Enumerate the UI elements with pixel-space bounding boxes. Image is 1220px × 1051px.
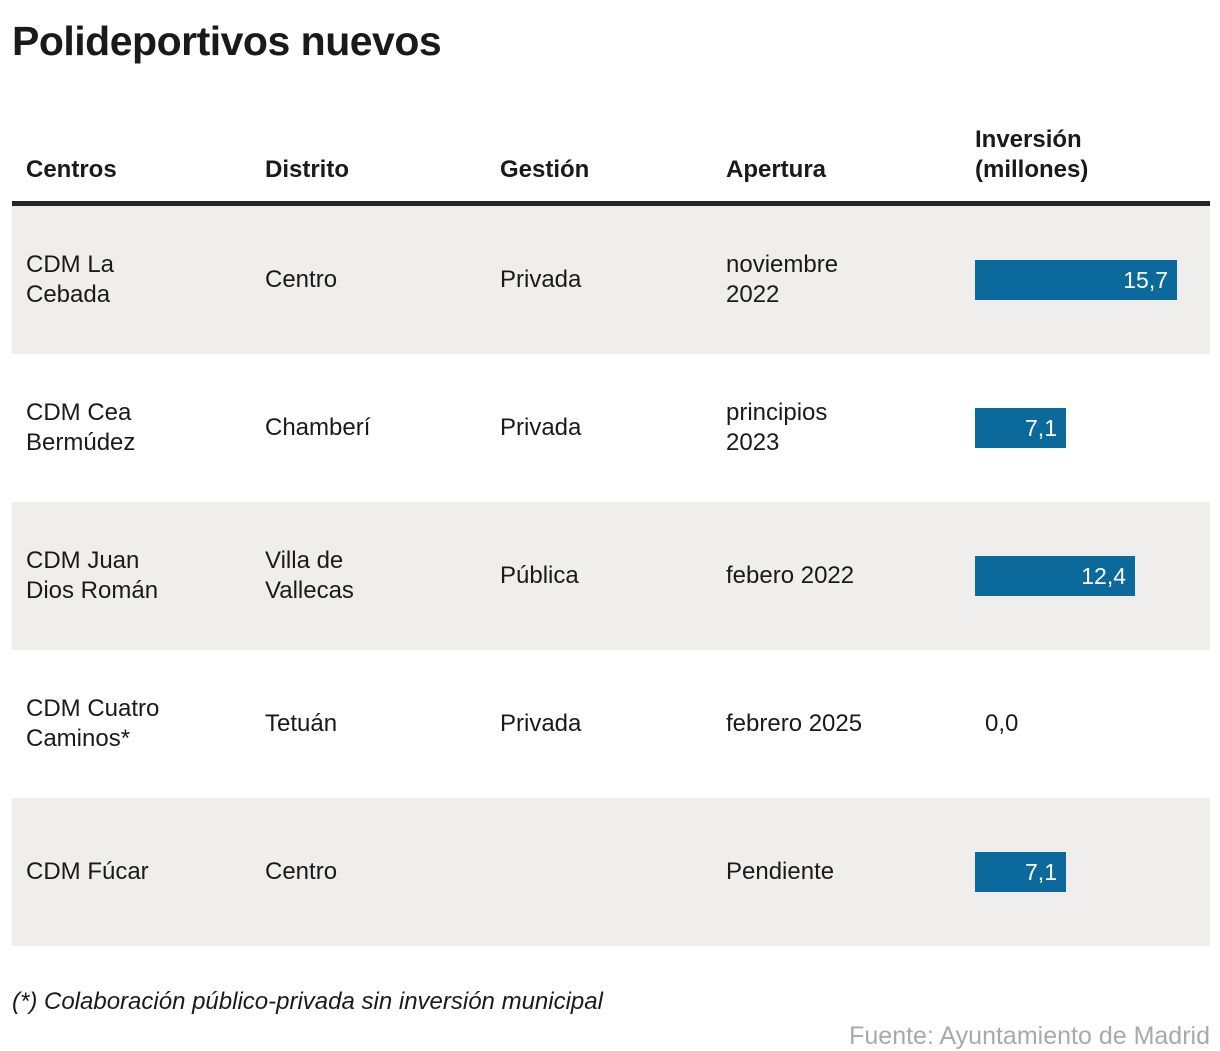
cell-apertura: Pendiente (726, 858, 835, 885)
bar-value-label: 7,1 (1025, 859, 1057, 885)
bar-value-label: 7,1 (1025, 415, 1057, 441)
table-row: CDM La Cebada Centro Privada noviembre 2… (12, 206, 1210, 354)
cell-centro: CDM Cuatro Caminos* (26, 695, 160, 752)
bar-value-label: 12,4 (1081, 563, 1126, 589)
cell-distrito: Tetuán (265, 710, 338, 737)
cell-apertura: febero 2022 (726, 562, 855, 589)
cell-inversion: 0,0 (975, 674, 1210, 774)
investment-bar: 7,1 (975, 408, 1066, 448)
source-credit: Fuente: Ayuntamiento de Madrid (849, 1022, 1210, 1050)
cell-apertura: noviembre 2022 (726, 251, 839, 308)
cell-distrito: Chamberí (265, 414, 371, 441)
cell-centro: CDM Fúcar (26, 858, 149, 885)
cell-distrito: Centro (265, 266, 338, 293)
cell-gestion: Pública (500, 562, 579, 589)
table-header-row: Centros Distrito Gestión Apertura Invers… (12, 125, 1210, 206)
cell-inversion: 15,7 (975, 230, 1210, 330)
cell-distrito: Centro (265, 858, 338, 885)
column-header-centros: Centros (26, 156, 117, 183)
bar-value-label: 0,0 (985, 710, 1019, 737)
column-header-gestion: Gestión (500, 156, 590, 183)
column-header-apertura: Apertura (726, 156, 827, 183)
table-row: CDM Cea Bermúdez Chamberí Privada princi… (12, 354, 1210, 502)
bar-value-label: 15,7 (1123, 267, 1168, 293)
cell-distrito: Villa de Vallecas (265, 547, 354, 604)
cell-inversion: 7,1 (975, 822, 1210, 922)
investment-bar: 15,7 (975, 260, 1177, 300)
cell-apertura: febrero 2025 (726, 710, 863, 737)
cell-inversion: 7,1 (975, 378, 1210, 478)
cell-gestion: Privada (500, 710, 582, 737)
page-title: Polideportivos nuevos (12, 18, 442, 64)
column-header-inversion: Inversión (millones) (975, 126, 1089, 183)
table-row: CDM Cuatro Caminos* Tetuán Privada febre… (12, 650, 1210, 798)
table-row: CDM Juan Dios Román Villa de Vallecas Pú… (12, 502, 1210, 650)
investment-bar: 12,4 (975, 556, 1135, 596)
cell-gestion: Privada (500, 414, 582, 441)
cell-centro: CDM La Cebada (26, 251, 115, 308)
column-header-distrito: Distrito (265, 156, 349, 183)
table-body: CDM La Cebada Centro Privada noviembre 2… (12, 206, 1210, 946)
infographic: Polideportivos nuevos Centros Distrito G… (0, 18, 1220, 1051)
footnote: (*) Colaboración público-privada sin inv… (12, 988, 603, 1015)
cell-gestion: Privada (500, 266, 582, 293)
data-table: Centros Distrito Gestión Apertura Invers… (12, 125, 1210, 946)
cell-centro: CDM Juan Dios Román (26, 547, 159, 604)
cell-centro: CDM Cea Bermúdez (26, 399, 136, 456)
investment-bar: 0,0 (975, 704, 1210, 744)
table-row: CDM Fúcar Centro Pendiente 7,1 (12, 798, 1210, 946)
cell-inversion: 12,4 (975, 526, 1210, 626)
investment-bar: 7,1 (975, 852, 1066, 892)
cell-apertura: principios 2023 (726, 399, 828, 456)
